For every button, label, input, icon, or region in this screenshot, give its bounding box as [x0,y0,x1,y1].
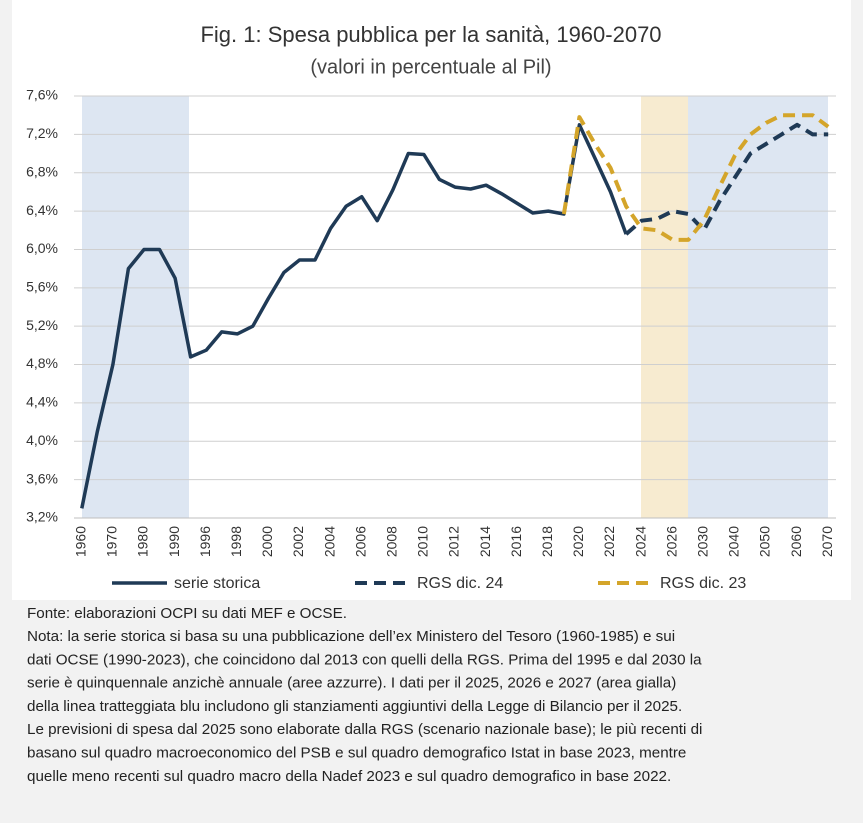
note-line: serie è quinquennale anzichè annuale (ar… [27,675,676,692]
x-tick-label: 2022 [601,526,617,557]
x-tick-label: 2040 [726,526,742,557]
x-tick-label: 2004 [321,526,337,557]
note-line: Le previsioni di spesa dal 2025 sono ela… [27,721,702,738]
x-tick-label: 1960 [72,526,88,557]
y-tick-label: 5,6% [26,279,58,295]
y-tick-label: 6,8% [26,163,58,179]
y-tick-label: 6,0% [26,240,58,256]
shaded-area [688,96,828,518]
x-tick-label: 1990 [166,526,182,557]
note-line: Nota: la serie storica si basa su una pu… [27,628,675,645]
y-tick-label: 4,4% [26,394,58,410]
shaded-area [641,96,688,518]
note-line: della linea tratteggiata blu includono g… [27,698,682,715]
legend-label: RGS dic. 24 [417,575,503,592]
x-tick-label: 2050 [757,526,773,557]
x-tick-label: 2030 [695,526,711,557]
legend-label: serie storica [174,575,260,592]
x-tick-label: 2020 [570,526,586,557]
chart-title: Fig. 1: Spesa pubblica per la sanità, 19… [200,22,661,47]
y-tick-label: 4,8% [26,355,58,371]
y-tick-label: 6,4% [26,202,58,218]
note-line: basano sul quadro macroeconomico del PSB… [27,745,686,762]
series-line [561,113,830,242]
series-line [80,123,628,509]
y-tick-label: 3,6% [26,470,58,486]
x-tick-label: 1970 [104,526,120,557]
y-tick-label: 5,2% [26,317,58,333]
note-line: quelle meno recenti sul quadro macro del… [27,768,671,785]
x-tick-label: 1980 [135,526,151,557]
x-tick-label: 2008 [383,526,399,557]
x-tick-label: 2002 [290,526,306,557]
plot: 3,2% 3,6% 4,0% 4,4% 4,8% 5,2% 5,6% 6,0% 6,4% 6,8%… [26,87,836,592]
x-tick-label: 1996 [197,526,213,557]
x-tick-label: 2070 [819,526,835,557]
x-tick-label: 2026 [663,526,679,557]
x-tick-label: 2010 [415,526,431,557]
x-tick-label: 2016 [508,526,524,557]
y-tick-label: 4,0% [26,432,58,448]
x-tick-label: 1998 [228,526,244,557]
x-tick-label: 2006 [352,526,368,557]
y-tick-label: 7,2% [26,125,58,141]
chart-subtitle: (valori in percentuale al Pil) [310,56,551,78]
legend-item: RGS dic. 23 [598,575,746,592]
series-line [624,122,829,236]
x-tick-label: 2060 [788,526,804,557]
x-tick-label: 2012 [446,526,462,557]
y-tick-label: 3,2% [26,509,58,525]
legend-item: RGS dic. 24 [355,575,503,592]
x-tick-label: 2000 [259,526,275,557]
legend-item: serie storica [112,575,260,592]
y-tick-label: 7,6% [26,87,58,103]
note-line: dati OCSE (1990-2023), che coincidono da… [27,651,702,668]
shaded-area [82,96,189,518]
x-tick-label: 2018 [539,526,555,557]
source-note: Fonte: elaborazioni OCPI su dati MEF e O… [27,605,347,622]
legend-label: RGS dic. 23 [660,575,746,592]
x-tick-label: 2024 [632,526,648,557]
x-tick-label: 2014 [477,526,493,557]
